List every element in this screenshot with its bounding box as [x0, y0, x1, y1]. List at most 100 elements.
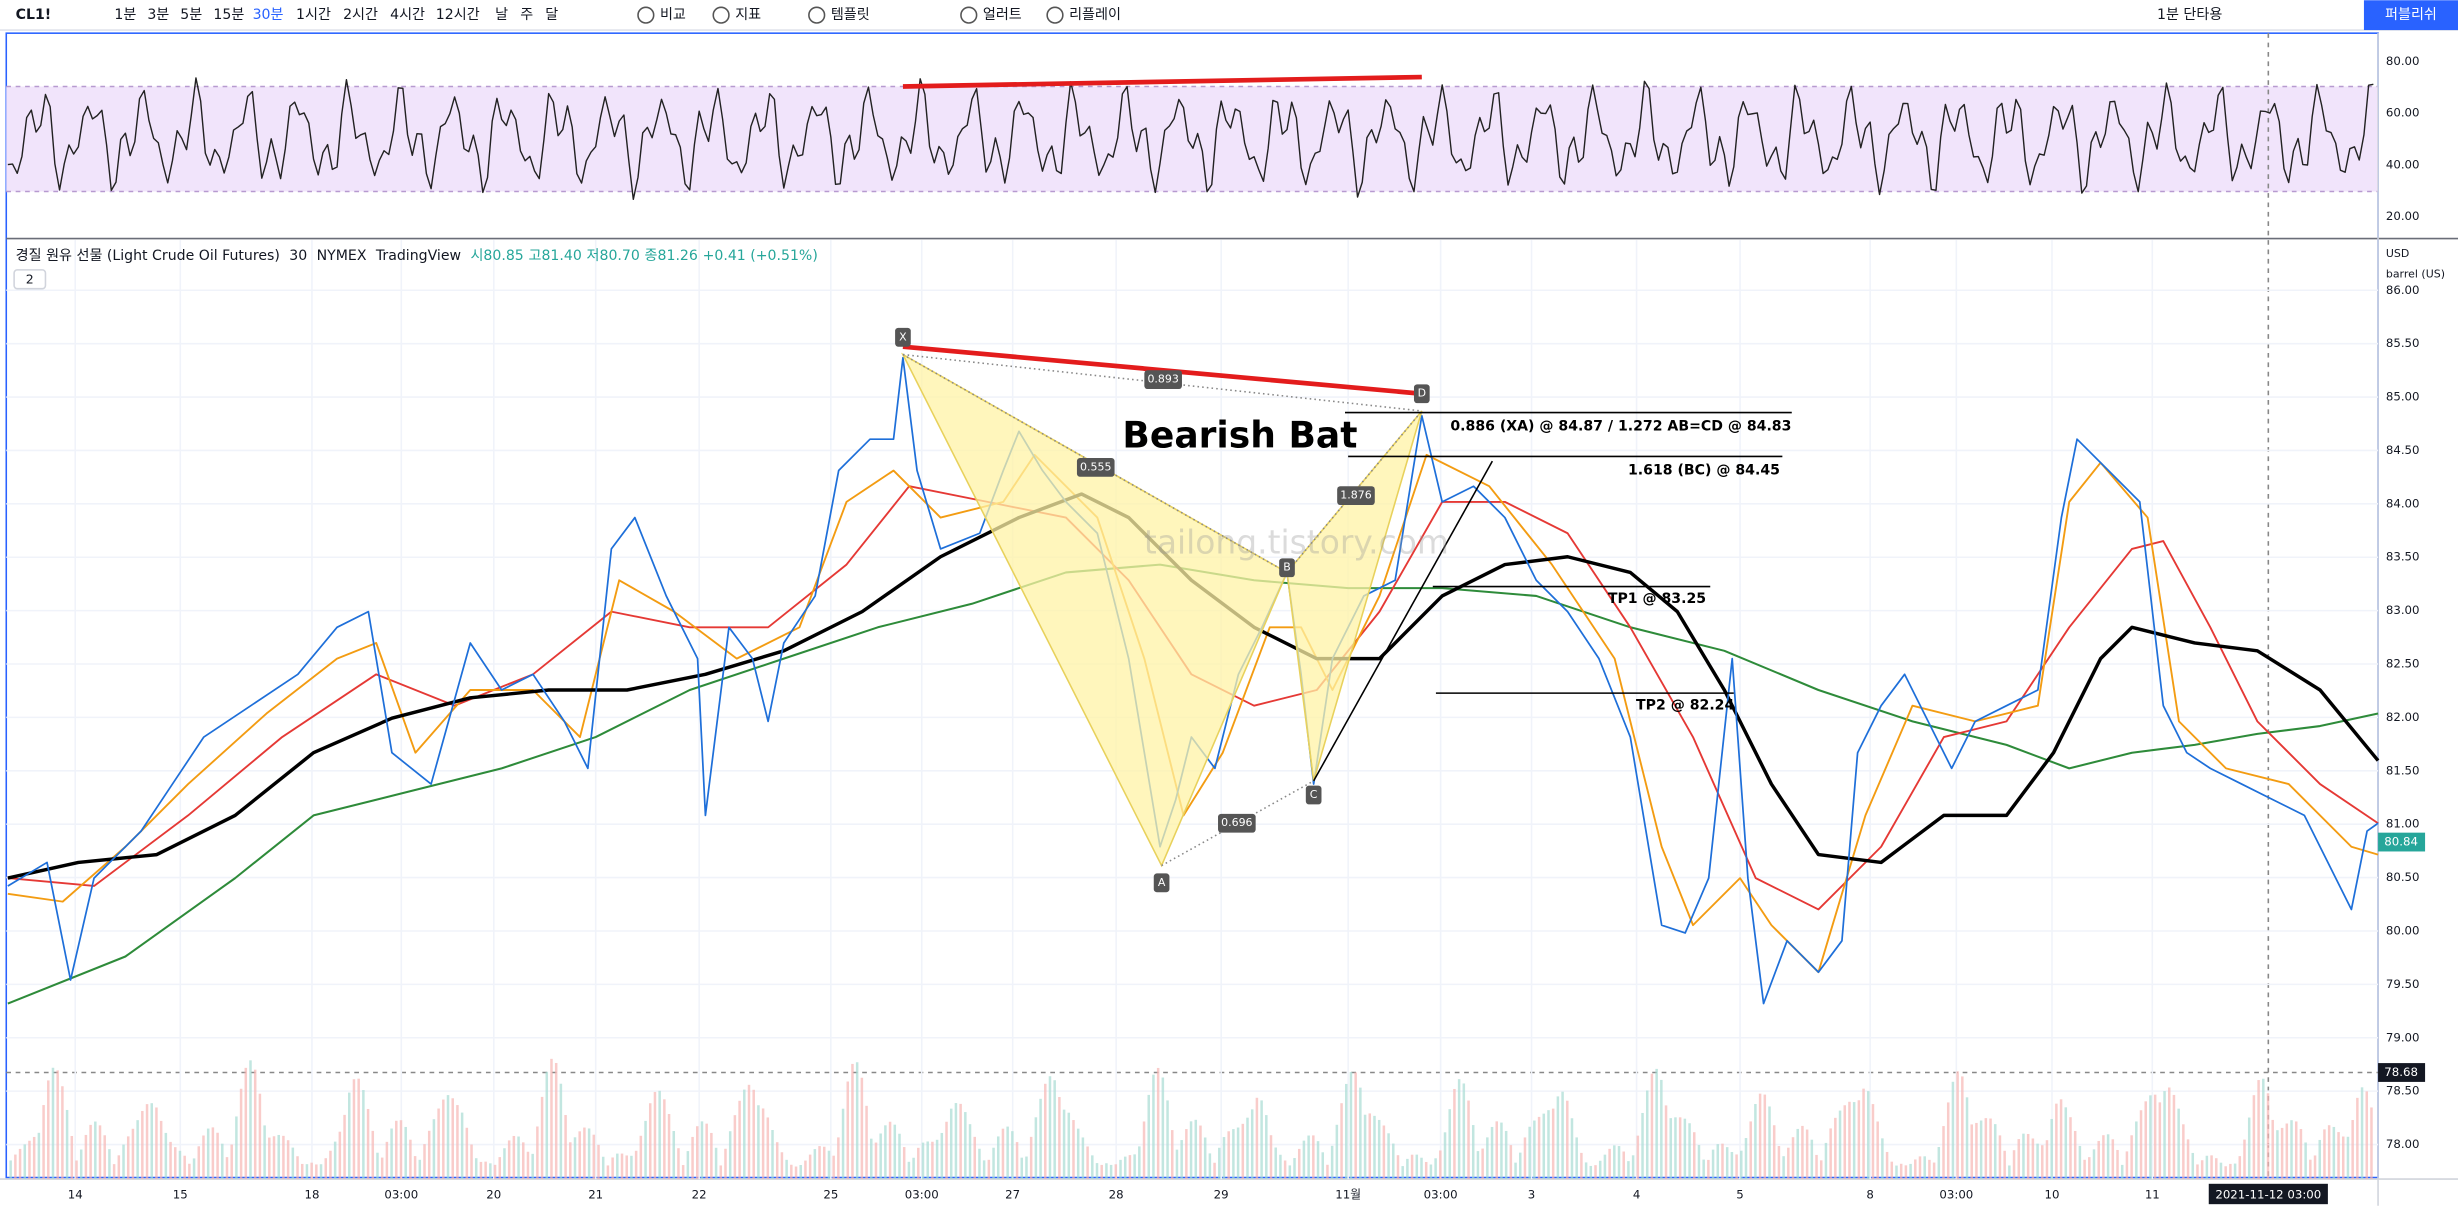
target-label: TP1 @ 83.25 — [1608, 591, 1706, 607]
interval-button[interactable]: 1분 — [114, 7, 136, 23]
volume-bar — [310, 1162, 313, 1180]
volume-bar — [1246, 1117, 1249, 1180]
volume-bar — [112, 1164, 116, 1180]
volume-bar — [1829, 1128, 1832, 1180]
volume-bar — [1039, 1098, 1042, 1180]
collapse-button[interactable] — [13, 269, 47, 290]
symbol[interactable]: CL1! — [16, 7, 52, 23]
interval-button[interactable]: 주 — [520, 7, 533, 23]
volume-bar — [1359, 1087, 1362, 1180]
volume-bar — [456, 1105, 459, 1180]
volume-bar — [1890, 1161, 1894, 1180]
volume-bar — [1250, 1109, 1254, 1180]
volume-bar — [357, 1078, 360, 1180]
volume-bar — [1650, 1073, 1654, 1180]
volume-bar — [696, 1126, 699, 1180]
volume-bar — [1758, 1093, 1762, 1180]
volume-bar — [1015, 1142, 1019, 1180]
volume-bar — [1133, 1154, 1136, 1180]
time-tick-label: 11월 — [1335, 1187, 1361, 1201]
volume-bar — [2304, 1142, 2307, 1180]
volume-bar — [1867, 1091, 1870, 1180]
volume-bar — [550, 1058, 553, 1180]
volume-bar — [164, 1132, 168, 1180]
time-tick-label: 20 — [486, 1187, 501, 1201]
volume-bar — [1631, 1155, 1635, 1180]
volume-bar — [319, 1164, 323, 1180]
volume-bar — [992, 1147, 995, 1180]
time-tick-label: 28 — [1109, 1187, 1124, 1201]
volume-bar — [634, 1150, 638, 1180]
price-tick-label: 86.00 — [2386, 283, 2420, 297]
volume-bar — [1937, 1147, 1941, 1180]
volume-bar — [1993, 1124, 1997, 1180]
volume-bar — [2238, 1156, 2242, 1180]
toolbar-button[interactable]: 지표 — [735, 7, 761, 23]
time-tick-label: 18 — [304, 1187, 319, 1201]
volume-bar — [2177, 1108, 2180, 1180]
volume-bar — [484, 1161, 487, 1180]
toolbar-button[interactable]: 리플레이 — [1069, 7, 1121, 23]
volume-bar — [239, 1088, 243, 1180]
publish-label[interactable]: 퍼블리쉬 — [2385, 7, 2437, 23]
volume-bar — [1617, 1146, 1621, 1180]
interval-button[interactable]: 2시간 — [343, 7, 378, 23]
toolbar-button[interactable]: 템플릿 — [831, 7, 870, 23]
volume-bar — [959, 1103, 962, 1180]
volume-bar — [1260, 1100, 1263, 1180]
volume-bar — [1876, 1121, 1879, 1180]
volume-bar — [606, 1165, 610, 1180]
legend-interval: 30 — [289, 248, 307, 264]
interval-button[interactable]: 달 — [545, 7, 558, 23]
button-icon — [808, 6, 826, 24]
publish-button[interactable] — [2363, 0, 2458, 31]
interval-button[interactable]: 1시간 — [296, 7, 331, 23]
volume-bar — [1664, 1105, 1668, 1180]
interval-button[interactable]: 날 — [495, 7, 508, 23]
volume-bar — [2102, 1135, 2105, 1180]
volume-bar — [681, 1165, 685, 1180]
volume-bar — [1147, 1094, 1150, 1180]
interval-button[interactable]: 12시간 — [436, 7, 480, 23]
volume-bar — [2050, 1118, 2053, 1180]
currency[interactable]: USD — [2386, 247, 2409, 260]
volume-bar — [221, 1143, 224, 1180]
volume-bar — [620, 1153, 624, 1180]
ratio-box — [1218, 813, 1256, 833]
volume-bar — [658, 1090, 661, 1180]
price-tick-label: 84.00 — [2386, 496, 2420, 510]
time-cursor-tag — [2208, 1183, 2328, 1205]
price-tick-label: 85.00 — [2386, 390, 2420, 404]
toolbar-button[interactable]: 비교 — [660, 7, 686, 23]
interval-button[interactable]: 5분 — [180, 7, 202, 23]
unit[interactable]: barrel (US) — [2386, 268, 2445, 281]
volume-bar — [216, 1132, 219, 1180]
layout-name[interactable]: 1분 단타용 — [2157, 7, 2222, 23]
volume-bar — [2092, 1149, 2096, 1180]
volume-bar — [616, 1153, 619, 1180]
volume-bar — [159, 1120, 163, 1180]
interval-button[interactable]: 15분 — [213, 7, 244, 23]
interval-button[interactable]: 3분 — [147, 7, 169, 23]
interval-button[interactable]: 30분 — [253, 7, 284, 23]
volume-bar — [1330, 1145, 1334, 1180]
pattern-point: B — [1283, 561, 1291, 574]
volume-bar — [1754, 1104, 1757, 1180]
volume-bar — [926, 1141, 929, 1180]
volume-bar — [169, 1141, 172, 1180]
interval-button[interactable]: 4시간 — [390, 7, 425, 23]
volume-bar — [329, 1150, 332, 1180]
volume-bar — [1707, 1159, 1710, 1180]
button-icon — [1046, 6, 1064, 24]
collapse-count[interactable]: 2 — [26, 272, 34, 287]
volume-bar — [2196, 1164, 2199, 1180]
volume-bar — [1307, 1135, 1310, 1180]
volume-bar — [2059, 1099, 2063, 1180]
volume-bar — [1594, 1165, 1597, 1180]
volume-bar — [1848, 1101, 1851, 1180]
volume-bar — [1998, 1135, 2002, 1180]
volume-bar — [1730, 1151, 1734, 1180]
volume-bar — [437, 1108, 440, 1180]
toolbar-button[interactable]: 얼러트 — [983, 7, 1022, 23]
volume-bar — [1547, 1110, 1550, 1180]
